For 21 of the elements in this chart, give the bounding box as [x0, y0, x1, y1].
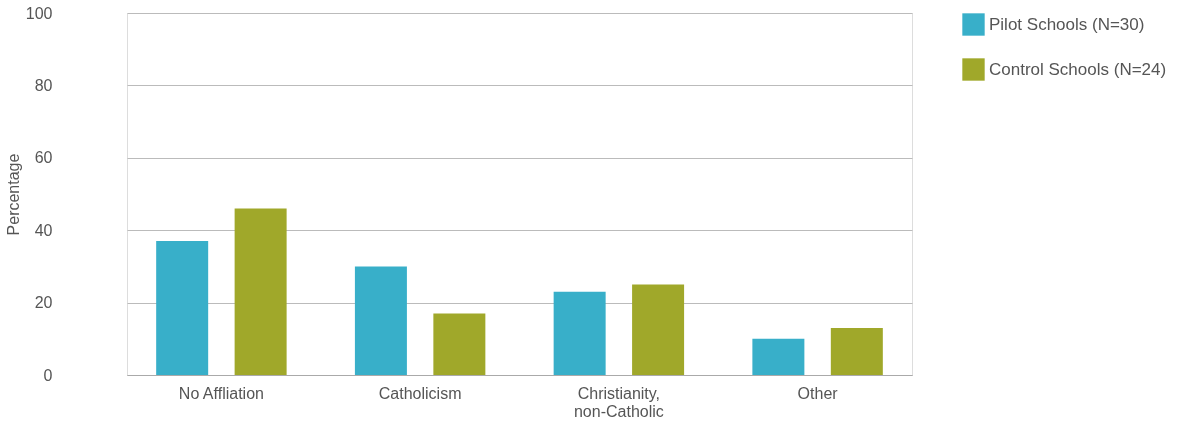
- bar: [752, 338, 805, 375]
- bar: [632, 284, 685, 375]
- legend-label: Pilot Schools (N=30): [989, 14, 1145, 34]
- y-tick-label: 40: [34, 221, 53, 239]
- x-tick-label: No Affliation: [178, 384, 264, 402]
- x-tick-label: Catholicism: [378, 384, 462, 402]
- y-tick-label: 60: [34, 149, 53, 167]
- bar: [156, 241, 209, 375]
- y-tick-label: 20: [34, 294, 53, 312]
- y-tick-label: 0: [43, 366, 53, 384]
- bar: [354, 266, 407, 375]
- bar: [830, 327, 883, 375]
- x-tick-label: Other: [797, 384, 839, 402]
- legend-label: Control Schools (N=24): [989, 59, 1167, 79]
- bar: [234, 208, 287, 375]
- y-tick-label: 80: [34, 76, 53, 94]
- x-tick-label: Christianity, non-Catholic: [573, 384, 664, 420]
- bar: [433, 313, 486, 375]
- bar: [553, 291, 606, 375]
- y-tick-label: 100: [25, 4, 53, 22]
- y-axis-title: Percentage: [4, 153, 22, 236]
